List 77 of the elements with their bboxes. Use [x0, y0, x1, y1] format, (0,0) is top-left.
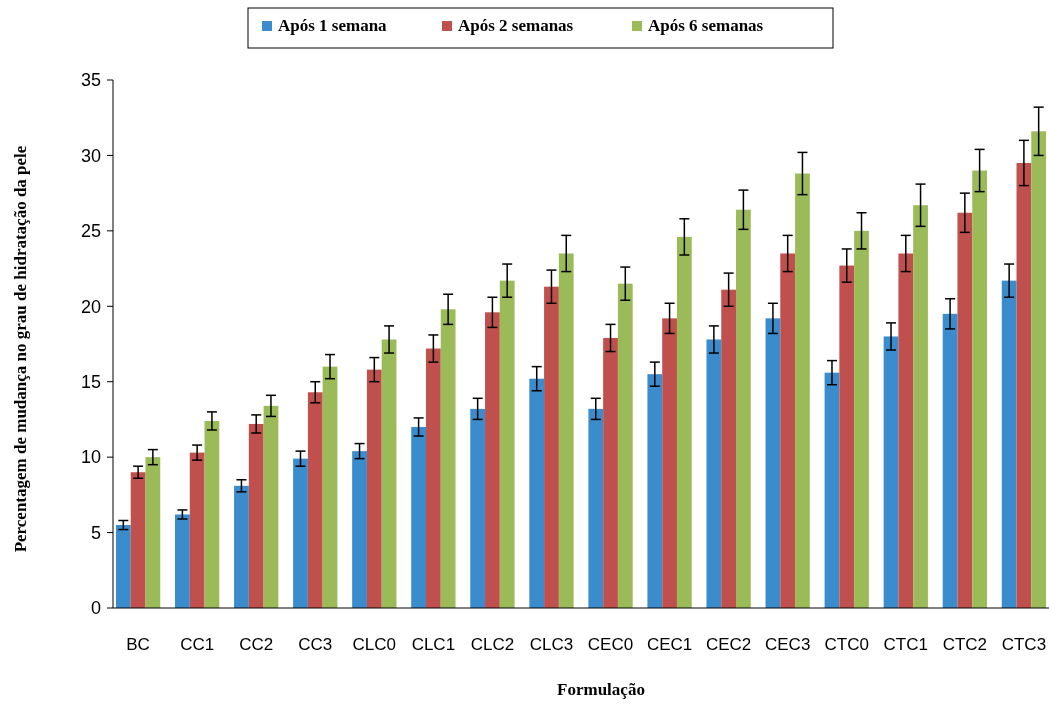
x-tick-label: CTC0	[824, 635, 869, 654]
bar	[234, 485, 249, 608]
x-tick-label: BC	[126, 635, 150, 654]
y-tick-label: 5	[90, 522, 101, 543]
x-tick-label: CEC3	[765, 635, 811, 654]
bar	[913, 205, 928, 608]
bar	[115, 525, 131, 608]
bar	[898, 253, 914, 608]
bar	[780, 253, 796, 608]
bar	[293, 458, 308, 608]
x-tick-label: CEC0	[587, 635, 634, 654]
bar	[824, 372, 840, 608]
bar	[765, 318, 781, 608]
y-tick-label: 15	[80, 372, 101, 393]
bar	[204, 420, 220, 608]
bar	[322, 366, 338, 608]
x-axis-title: Formulação	[557, 680, 645, 699]
bar	[957, 212, 973, 608]
bar	[839, 265, 855, 608]
bar	[485, 312, 500, 608]
bar	[175, 514, 190, 608]
y-axis-title: Percentagem de mudança no grau de hidratação da pele	[11, 145, 30, 553]
bar	[145, 457, 161, 608]
legend-label: Após 6 semanas	[648, 16, 764, 35]
bar	[588, 408, 604, 608]
y-tick-label: 0	[90, 598, 101, 619]
bar	[721, 289, 737, 608]
x-tick-label: CEC2	[705, 635, 752, 654]
x-tick-label: CC3	[298, 635, 333, 654]
bar	[130, 472, 146, 608]
bar	[1016, 162, 1032, 608]
x-tick-label: CC1	[180, 635, 215, 654]
x-tick-label: CLC0	[352, 635, 397, 654]
legend-label: Após 2 semanas	[458, 16, 574, 35]
bar	[558, 253, 574, 608]
y-tick-label: 35	[80, 70, 101, 91]
bar	[366, 369, 382, 608]
bar	[1001, 280, 1017, 608]
bar	[706, 339, 722, 608]
bar	[676, 236, 692, 608]
x-tick-label: CC2	[239, 635, 274, 654]
x-tick-label: CTC2	[942, 635, 988, 654]
x-tick-label: CTC3	[1001, 635, 1047, 654]
bar	[617, 283, 633, 608]
bar	[662, 318, 677, 608]
bar	[352, 451, 367, 608]
bar	[440, 309, 456, 608]
bar	[795, 173, 810, 608]
bar	[411, 426, 426, 608]
bar	[647, 374, 663, 608]
bar	[972, 170, 987, 608]
x-tick-label: CTC1	[883, 635, 928, 654]
bar	[425, 348, 441, 608]
bar	[603, 337, 618, 608]
bar	[544, 286, 559, 608]
y-tick-label: 20	[80, 296, 101, 317]
bar	[189, 452, 205, 608]
bar	[736, 209, 751, 608]
bar	[263, 405, 279, 608]
bar	[1031, 131, 1047, 608]
bar	[529, 378, 545, 608]
y-tick-label: 10	[80, 447, 101, 468]
bar	[883, 336, 899, 608]
legend-label: Após 1 semana	[278, 16, 388, 35]
bar	[381, 339, 397, 608]
y-tick-label: 30	[80, 145, 101, 166]
x-tick-label: CLC3	[529, 635, 574, 654]
x-tick-label: CLC2	[470, 635, 515, 654]
bar	[470, 408, 486, 608]
bar	[248, 423, 264, 608]
x-tick-label: CLC1	[411, 635, 456, 654]
bar	[942, 313, 958, 608]
bar	[854, 230, 869, 608]
bar	[499, 280, 515, 608]
y-tick-label: 25	[80, 221, 101, 242]
bar	[307, 392, 323, 608]
x-tick-label: CEC1	[646, 635, 693, 654]
